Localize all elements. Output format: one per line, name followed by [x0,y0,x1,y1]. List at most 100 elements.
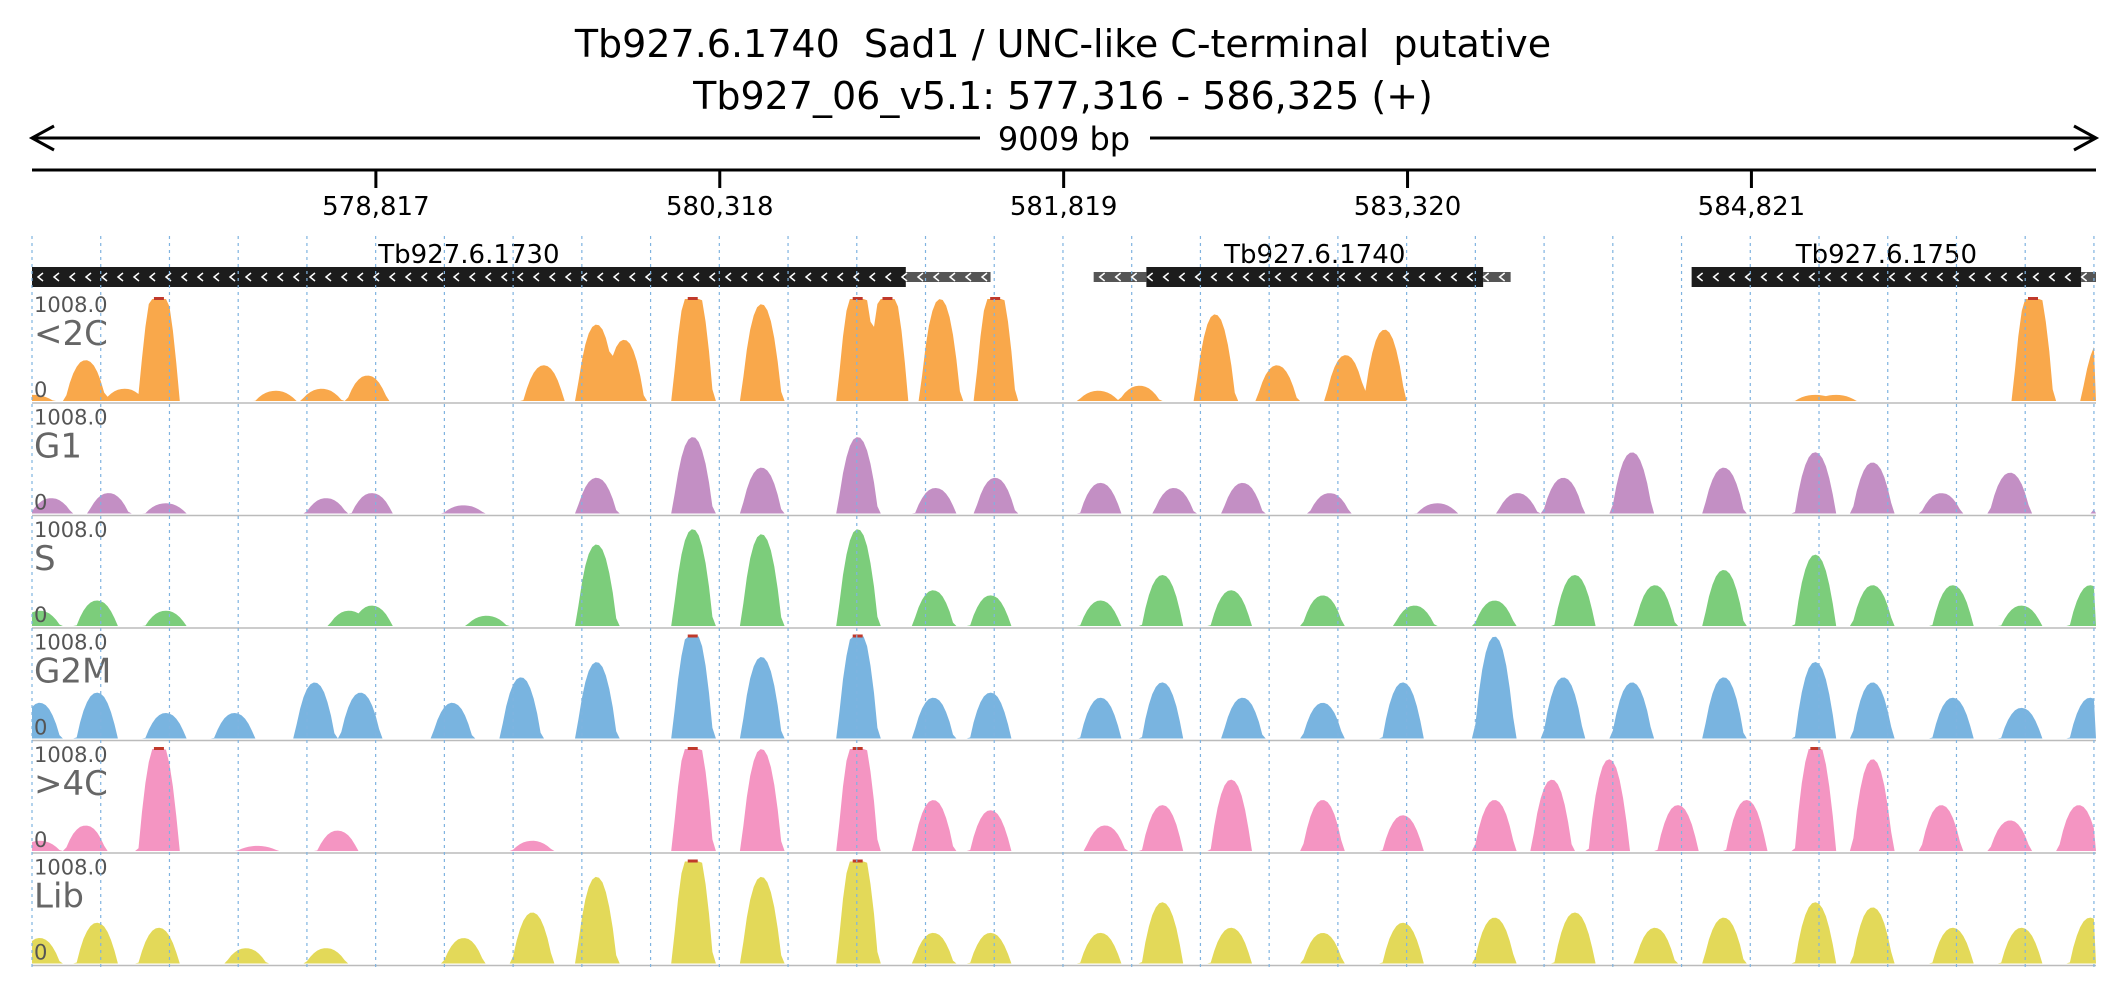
clip-marker [687,634,698,638]
strand-chevron [2080,272,2088,282]
strand-chevron [1744,272,1752,282]
y-max-label: 1008.0 [34,518,107,542]
y-min-label: 0 [34,603,47,627]
strand-chevron [356,272,364,282]
strand-chevron [1760,272,1768,282]
strand-chevron [2032,272,2040,282]
strand-chevron [1466,272,1474,282]
strand-chevron [900,272,908,282]
strand-chevron [196,272,204,282]
y-min-label: 0 [34,491,47,515]
clip-marker [990,297,1001,300]
strand-chevron [836,272,844,282]
y-min-label: 0 [34,716,47,740]
track-label: Lib [34,877,84,917]
strand-chevron [628,272,636,282]
strand-chevron [292,272,300,282]
coverage-track: 1008.0 0 G2M [32,631,2096,742]
gene-utr [1483,272,1511,282]
strand-chevron [1258,272,1266,282]
coverage-area [32,861,2096,964]
strand-chevron [820,272,828,282]
gene-utr [2081,272,2096,282]
strand-chevron [212,272,220,282]
strand-chevron [1290,272,1298,282]
strand-chevron [308,272,316,282]
strand-chevron [580,272,588,282]
strand-chevron [1792,272,1800,282]
clip-marker [153,747,164,750]
strand-chevron [548,272,556,282]
strand-chevron [788,272,796,282]
strand-chevron [612,272,620,282]
strand-chevron [116,272,124,282]
clip-marker [2027,297,2038,300]
strand-chevron [52,272,60,282]
strand-chevron [1210,272,1218,282]
strand-chevron [692,272,700,282]
span-arrow-left-head [28,124,55,152]
gene-label: Tb927.6.1750 [1795,240,1977,270]
strand-chevron [1482,272,1490,282]
gridlines [31,236,2095,968]
strand-chevron [1306,272,1314,282]
y-max-label: 1008.0 [34,856,107,880]
strand-chevron [1274,272,1282,282]
figure-title: Tb927.6.1740 Sad1 / UNC-like C-terminal … [574,22,1552,66]
strand-chevron [2064,272,2072,282]
strand-chevron [1696,272,1704,282]
coverage-area [32,299,2096,401]
gene-cds [1146,267,1484,287]
ruler-tick-label: 581,819 [1010,192,1118,222]
ruler-tick-label: 583,320 [1354,192,1462,222]
ruler-tick-label: 580,318 [666,192,774,222]
track-label: G1 [34,427,82,467]
strand-chevron [2016,272,2024,282]
strand-chevron [36,272,44,282]
coverage-track: 1008.0 0 <2C [32,293,2096,404]
strand-chevron [708,272,716,282]
strand-chevron [1872,272,1880,282]
strand-chevron [244,272,252,282]
gene-model: Tb927.6.1730 [32,240,991,287]
gene-model: Tb927.6.1750 [1691,240,2096,287]
strand-chevron [2048,272,2056,282]
strand-chevron [964,272,972,282]
strand-chevron [1920,272,1928,282]
coverage-track: 1008.0 0 >4C [32,743,2096,854]
strand-chevron [564,272,572,282]
y-max-label: 1008.0 [34,743,107,767]
clip-marker [852,297,863,300]
strand-chevron [388,272,396,282]
strand-chevron [1498,272,1506,282]
clip-marker [687,859,698,863]
strand-chevron [228,272,236,282]
strand-chevron [1386,272,1394,282]
strand-chevron [1146,272,1154,282]
figure-location: Tb927_06_v5.1: 577,316 - 586,325 (+) [693,74,1433,118]
strand-chevron [676,272,684,282]
strand-chevron [1194,272,1202,282]
coverage-track: 1008.0 0 S [32,518,2096,629]
y-min-label: 0 [34,378,47,402]
span-label: 9009 bp [998,120,1130,158]
gene-label: Tb927.6.1740 [1223,240,1405,270]
strand-chevron [644,272,652,282]
strand-chevron [772,272,780,282]
coverage-area [32,749,2096,851]
ruler-tick-label: 584,821 [1698,192,1806,222]
strand-chevron [1226,272,1234,282]
strand-chevron [1130,272,1138,282]
clip-marker [852,747,863,750]
strand-chevron [404,272,412,282]
gene-utr [1093,272,1147,282]
strand-chevron [1338,272,1346,282]
clip-marker [852,859,863,863]
strand-chevron [1178,272,1186,282]
strand-chevron [1162,272,1170,282]
clip-marker [882,297,893,300]
track-label: <2C [34,314,108,354]
y-max-label: 1008.0 [34,631,107,655]
